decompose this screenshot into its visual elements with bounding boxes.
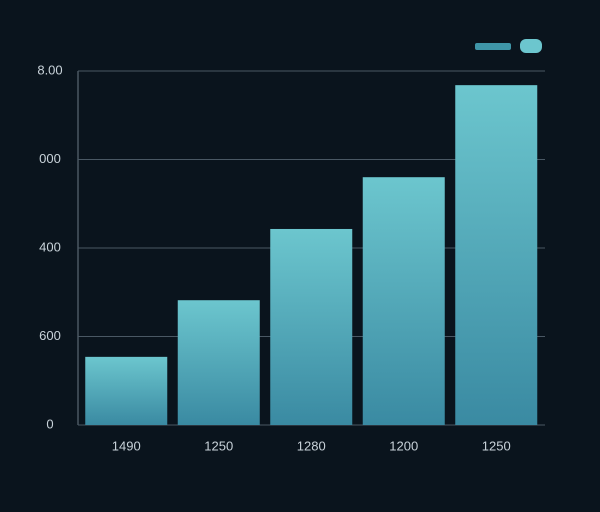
legend-line [475,43,511,50]
x-tick-label: 1250 [204,438,233,453]
bar [85,356,168,425]
x-tick-label: 1490 [112,438,141,453]
x-tick-label: 1280 [297,438,326,453]
y-tick-label: 600 [39,328,61,343]
bar [270,228,353,425]
y-tick-label: 000 [39,151,61,166]
bar [177,300,260,425]
bar [455,85,538,425]
x-tick-label: 1200 [389,438,418,453]
x-tick-label: 1250 [482,438,511,453]
y-tick-label: 400 [39,239,61,254]
y-tick-label: 0 [46,416,53,431]
bar [362,177,445,425]
legend-swatch [520,39,542,53]
y-tick-label: 8.00 [37,62,62,77]
